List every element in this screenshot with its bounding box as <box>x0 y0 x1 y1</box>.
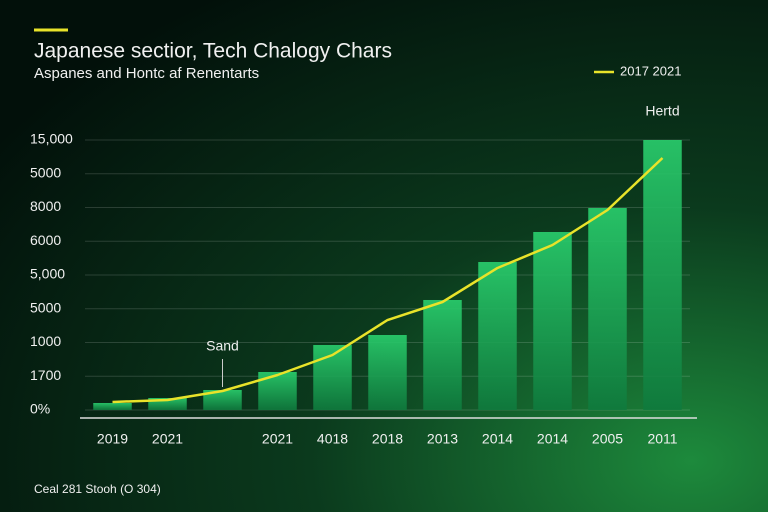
bar <box>423 299 462 410</box>
chart-subtitle: Aspanes and Hontc af Renentarts <box>34 65 259 82</box>
bar <box>533 232 572 410</box>
bar <box>643 140 682 410</box>
y-tick-label: 1700 <box>30 367 61 383</box>
line <box>112 157 664 404</box>
annotation: Hertd <box>645 103 679 119</box>
y-tick-label: 5,000 <box>30 266 65 282</box>
x-tick-label: 2014 <box>537 431 568 447</box>
y-tick-label: 15,000 <box>30 131 73 147</box>
x-tick-label: 2013 <box>427 431 458 447</box>
x-tick-label: 2021 <box>152 431 183 447</box>
annotation: Sand <box>206 338 239 354</box>
footer: Ceal 281 Stooh (O 304) <box>34 482 161 496</box>
bar <box>368 335 407 410</box>
x-tick-label: 2011 <box>647 431 677 447</box>
y-tick-label: 5000 <box>30 164 61 180</box>
x-tick-label: 4018 <box>317 431 348 447</box>
bar <box>478 262 517 410</box>
legend-label: 2017 2021 <box>620 63 681 78</box>
y-tick-label: 8000 <box>30 198 61 214</box>
y-tick-label: 1000 <box>30 333 61 349</box>
x-tick-label: 2021 <box>262 431 293 447</box>
x-tick-label: 2005 <box>592 431 623 447</box>
x-tick-label: 2018 <box>372 431 403 447</box>
bar <box>93 402 132 410</box>
bar <box>588 208 627 410</box>
x-tick-label: 2019 <box>97 431 128 447</box>
bar <box>203 390 242 410</box>
chart-title: Japanese sectior, Tech Chalogy Chars <box>34 40 392 63</box>
y-tick-label: 5000 <box>30 299 61 315</box>
x-tick-label: 2014 <box>482 431 513 447</box>
bar <box>148 398 187 410</box>
y-tick-label: 6000 <box>30 232 61 248</box>
y-tick-label: 0% <box>30 401 50 417</box>
